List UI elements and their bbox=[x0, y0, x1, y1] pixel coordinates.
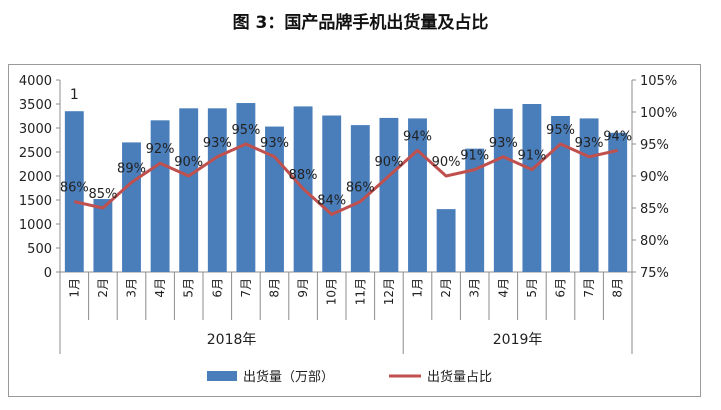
category-label: 2月 bbox=[439, 278, 453, 298]
left-tick-label: 0 bbox=[44, 266, 52, 281]
share-data-label: 95% bbox=[231, 123, 260, 138]
category-label: 2月 bbox=[96, 278, 110, 298]
share-data-label: 86% bbox=[60, 181, 89, 196]
category-label: 1月 bbox=[67, 278, 81, 298]
share-data-label: 90% bbox=[374, 155, 403, 170]
bar-6 bbox=[207, 108, 227, 272]
legend-bar-swatch bbox=[207, 371, 237, 381]
bar-14 bbox=[436, 209, 456, 272]
share-data-label: 93% bbox=[575, 136, 604, 151]
left-tick-label: 2000 bbox=[19, 170, 52, 185]
category-label: 1月 bbox=[411, 278, 425, 298]
chart-title: 图 3：国产品牌手机出货量及占比 bbox=[232, 13, 489, 33]
category-label: 8月 bbox=[268, 278, 282, 298]
category-label: 7月 bbox=[239, 278, 253, 298]
category-label: 3月 bbox=[125, 278, 139, 298]
left-tick-label: 3500 bbox=[19, 98, 52, 113]
left-tick-label: 4000 bbox=[19, 74, 52, 89]
share-data-label: 93% bbox=[203, 136, 232, 151]
share-line bbox=[73, 142, 619, 216]
share-data-label: 91% bbox=[460, 149, 489, 164]
category-label: 11月 bbox=[353, 278, 367, 305]
right-tick-label: 95% bbox=[640, 138, 669, 153]
category-label: 4月 bbox=[153, 278, 167, 298]
left-tick-label: 1000 bbox=[19, 218, 52, 233]
share-data-label: 92% bbox=[146, 142, 175, 157]
left-tick-label: 2500 bbox=[19, 146, 52, 161]
share-data-label: 95% bbox=[546, 123, 575, 138]
bar-16 bbox=[493, 108, 513, 272]
bar-20 bbox=[608, 132, 628, 272]
category-label: 4月 bbox=[496, 278, 510, 298]
annotation-label: 1 bbox=[70, 87, 79, 103]
year-label: 2019年 bbox=[493, 332, 543, 348]
right-tick-label: 75% bbox=[640, 266, 669, 281]
category-label: 12月 bbox=[382, 278, 396, 305]
category-label: 7月 bbox=[582, 278, 596, 298]
right-tick-label: 100% bbox=[640, 106, 677, 121]
share-data-label: 84% bbox=[317, 193, 346, 208]
share-data-label: 85% bbox=[88, 187, 117, 202]
category-label: 9月 bbox=[296, 278, 310, 298]
share-data-label: 93% bbox=[489, 136, 518, 151]
category-label: 6月 bbox=[210, 278, 224, 298]
left-tick-label: 3000 bbox=[19, 122, 52, 137]
chart-frame bbox=[8, 64, 701, 397]
share-data-label: 94% bbox=[603, 129, 632, 144]
category-label: 5月 bbox=[525, 278, 539, 298]
category-label: 8月 bbox=[611, 278, 625, 298]
bar-2 bbox=[93, 199, 113, 272]
year-label: 2018年 bbox=[207, 332, 257, 348]
right-tick-label: 80% bbox=[640, 234, 669, 249]
bar-3 bbox=[122, 142, 141, 272]
right-tick-label: 85% bbox=[640, 202, 669, 217]
share-data-label: 90% bbox=[432, 155, 461, 170]
bar-15 bbox=[465, 148, 485, 272]
category-label: 3月 bbox=[468, 278, 482, 298]
bar-10 bbox=[322, 115, 342, 273]
left-tick-label: 1500 bbox=[19, 194, 52, 209]
bar-1 bbox=[64, 111, 84, 272]
bar-4 bbox=[150, 120, 170, 272]
category-label: 10月 bbox=[325, 278, 339, 305]
right-tick-label: 90% bbox=[640, 170, 669, 185]
bar-13 bbox=[408, 118, 427, 273]
legend-line-label: 出货量占比 bbox=[427, 369, 492, 385]
bar-11 bbox=[350, 125, 370, 273]
share-data-label: 94% bbox=[403, 129, 432, 144]
category-label: 5月 bbox=[182, 278, 196, 298]
right-tick-label: 105% bbox=[640, 74, 677, 89]
bar-18 bbox=[551, 116, 570, 272]
bar-5 bbox=[179, 108, 199, 272]
bar-12 bbox=[379, 117, 399, 272]
share-data-label: 88% bbox=[289, 168, 318, 183]
share-data-label: 86% bbox=[346, 181, 375, 196]
legend-bar-label: 出货量（万部） bbox=[243, 369, 334, 385]
share-data-label: 89% bbox=[117, 161, 146, 176]
share-data-label: 93% bbox=[260, 136, 289, 151]
share-data-label: 91% bbox=[517, 149, 546, 164]
left-tick-label: 500 bbox=[27, 242, 52, 257]
share-data-label: 90% bbox=[174, 155, 203, 170]
category-label: 6月 bbox=[554, 278, 568, 298]
bar-17 bbox=[522, 104, 542, 272]
